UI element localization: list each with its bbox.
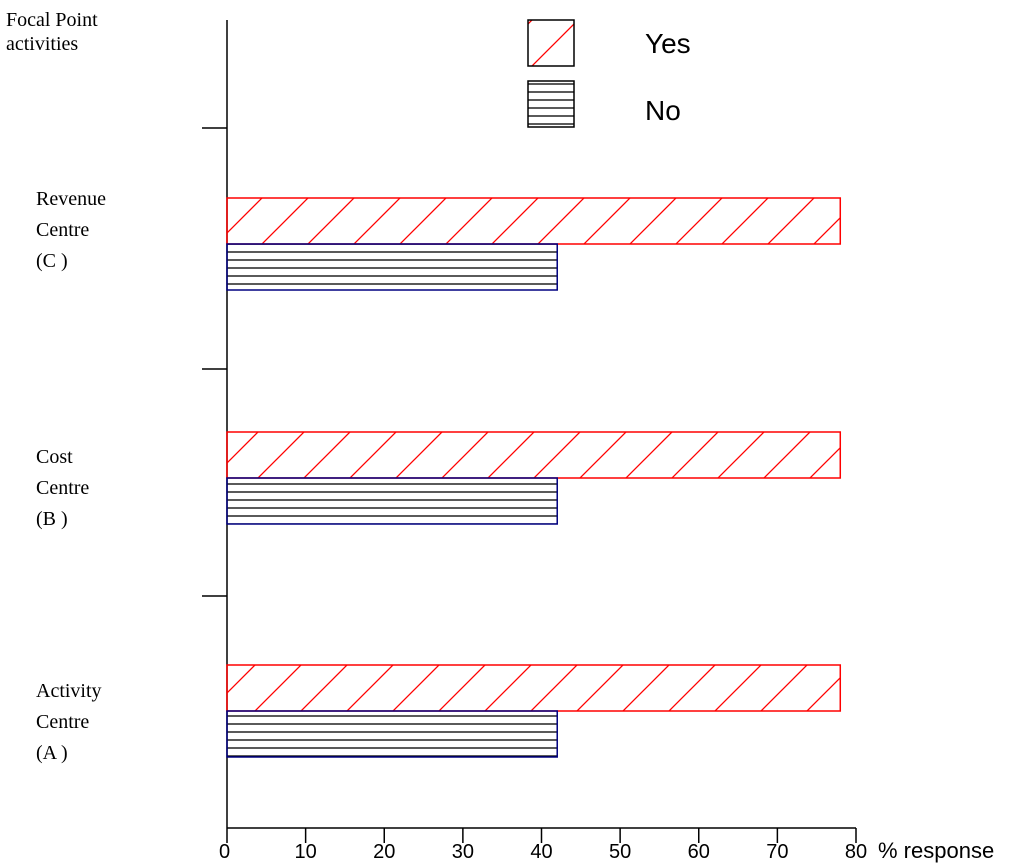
x-tick-label-30: 30 bbox=[452, 841, 474, 863]
bar-yes-1 bbox=[226, 664, 842, 712]
category-labels: Activity Centre (A ) Cost Centre (B ) Revenue C… bbox=[36, 188, 106, 764]
x-tick-label-10: 10 bbox=[295, 841, 317, 863]
bar-no-3 bbox=[226, 243, 558, 291]
x-tick-label-80: 80 bbox=[845, 841, 867, 863]
category-label-3: Revenue Centre (C ) bbox=[36, 188, 106, 272]
x-tick-label-60: 60 bbox=[688, 841, 710, 863]
legend: Yes No bbox=[527, 19, 691, 128]
x-ticks: 0 10 20 30 40 50 60 70 80 bbox=[219, 828, 867, 863]
x-tick-label-70: 70 bbox=[766, 841, 788, 863]
category-ticks bbox=[202, 127, 227, 597]
legend-label-yes: Yes bbox=[645, 28, 691, 59]
category-label-2: Cost Centre (B ) bbox=[36, 446, 89, 530]
bars-group bbox=[226, 197, 842, 758]
legend-swatch-no bbox=[527, 80, 575, 128]
legend-swatch-yes bbox=[527, 19, 575, 67]
bar-yes-3 bbox=[226, 197, 842, 245]
legend-label-no: No bbox=[645, 95, 681, 126]
category-label-1: Activity Centre (A ) bbox=[36, 680, 102, 764]
x-tick-label-50: 50 bbox=[609, 841, 631, 863]
x-tick-label-20: 20 bbox=[373, 841, 395, 863]
x-axis-label: % response bbox=[878, 838, 994, 863]
x-tick-label-40: 40 bbox=[530, 841, 552, 863]
x-tick-label-0: 0 bbox=[219, 841, 230, 863]
chart-title: Focal Point activities bbox=[6, 9, 103, 55]
bar-yes-2 bbox=[226, 431, 842, 479]
bar-no-2 bbox=[226, 477, 558, 525]
bar-no-1 bbox=[226, 710, 558, 758]
